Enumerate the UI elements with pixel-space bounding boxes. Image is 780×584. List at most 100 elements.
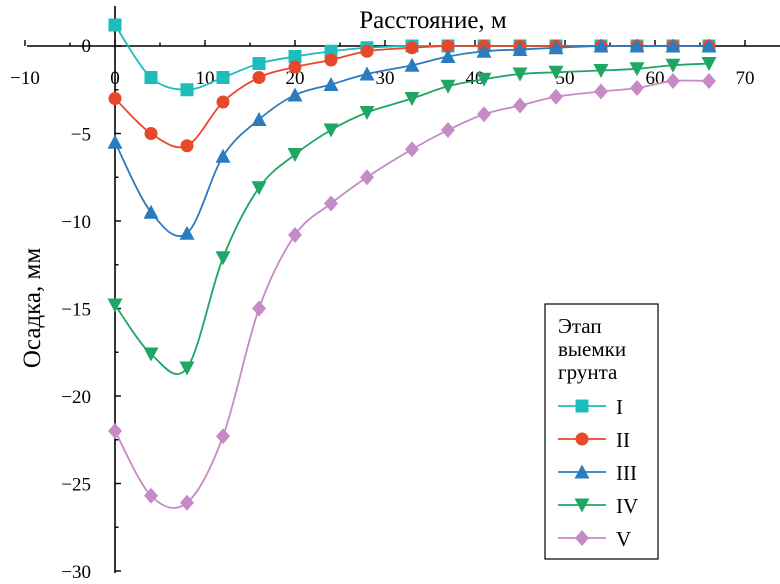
legend-label: II [616,428,630,452]
data-point [629,38,645,53]
data-point [216,95,230,109]
data-point [288,50,302,63]
data-point [513,97,527,114]
y-tick-label: −5 [71,125,91,146]
data-point [288,227,302,243]
data-point [252,57,266,70]
y-tick-label: −10 [61,212,91,233]
data-point [180,494,194,511]
legend-item-II: II [558,428,630,452]
data-point [144,487,158,504]
data-point [665,38,681,53]
legend-title-line-2: выемки [558,337,626,361]
data-point [144,71,158,84]
data-point [107,298,123,313]
legend-label: I [616,395,623,419]
x-tick-label: 20 [286,68,305,89]
data-point [630,80,644,96]
x-tick-label: 0 [110,68,120,89]
data-point [287,87,303,102]
y-tick-label: 0 [82,36,92,57]
data-point [404,57,420,72]
legend-title-line-1: Этап [558,314,602,338]
series-III [107,38,717,240]
y-tick-label: −30 [61,562,91,583]
legend-item-I: I [558,395,623,419]
data-point [593,64,609,78]
data-point [548,40,564,55]
data-point [287,148,303,162]
data-point [405,41,419,55]
data-point [549,88,563,105]
data-point [215,148,231,163]
data-point [252,300,266,317]
data-point [665,58,681,73]
data-point [107,134,123,149]
data-point [405,141,419,158]
legend-swatch-marker [574,498,590,513]
data-point [144,127,158,140]
x-tick-label: 70 [736,68,755,89]
legend-box [544,303,659,560]
legend-item-IV: IV [558,494,638,518]
legend-title-line-3: грунта [558,360,618,384]
data-point [180,139,194,153]
data-point [216,71,230,84]
data-point [629,62,645,77]
legend-swatch-marker [574,464,590,479]
data-point [360,44,374,58]
series-layer [107,18,717,511]
y-tick-label: −25 [61,475,91,496]
x-axis-title: Расстояние, м [359,7,507,34]
data-point [359,66,375,81]
data-point [477,106,491,123]
data-point [360,169,374,186]
x-tick-label: −10 [10,68,40,89]
data-point [440,49,456,63]
data-point [108,18,122,32]
data-point [701,57,717,71]
data-point [323,77,339,91]
data-point [476,43,492,58]
legend-label: V [616,527,631,551]
series-line-IV [114,62,710,375]
data-point [251,112,267,126]
legend-item-V: V [558,527,631,551]
data-point [251,181,267,196]
legend-item-III: III [558,461,637,485]
data-point [359,106,375,120]
data-point [324,53,338,67]
data-point [288,60,302,74]
data-point [180,83,194,97]
y-tick-label: −15 [61,300,91,321]
data-point [404,92,420,106]
data-point [441,122,455,138]
legend-swatch-marker [575,399,589,413]
y-axis-title: Осадка, мм [19,248,46,368]
y-tick-label: −20 [61,387,91,408]
legend-swatch-marker [575,432,589,446]
data-point [593,38,609,53]
data-point [143,204,159,219]
data-point [701,38,717,53]
data-point [143,347,159,362]
data-point [666,73,680,89]
data-point [512,42,528,56]
data-point [216,428,230,445]
legend-label: III [616,461,637,485]
data-point [476,72,492,87]
data-point [441,39,455,53]
data-point [548,65,564,80]
legend-label: IV [616,494,638,518]
series-IV [107,57,717,376]
data-point [108,92,122,105]
data-point [215,251,231,266]
legend-swatch-marker [575,530,589,546]
data-point [594,83,608,100]
data-point [108,423,122,439]
data-point [179,225,195,240]
data-point [440,79,456,94]
data-point [179,361,195,376]
